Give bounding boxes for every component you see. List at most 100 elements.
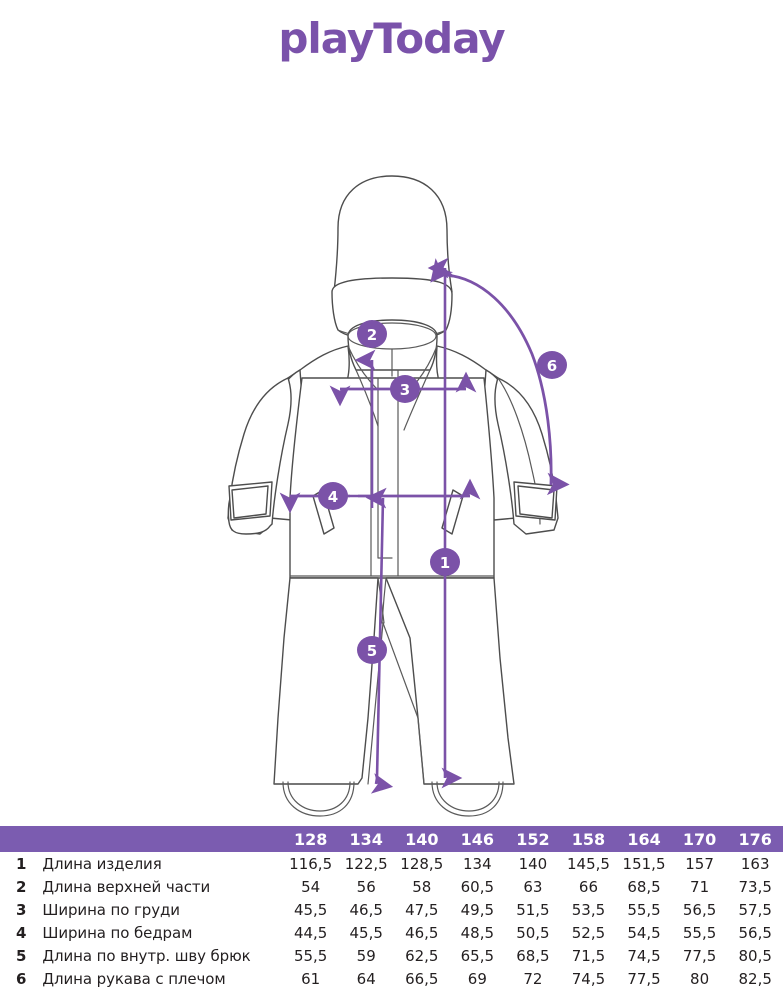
cell-value: 47,5 bbox=[394, 898, 450, 921]
size-chart-table: 128 134 140 146 152 158 164 170 176 1 Дл… bbox=[0, 826, 783, 990]
cell-value: 56,5 bbox=[727, 921, 783, 944]
cell-value: 128,5 bbox=[394, 852, 450, 875]
row-index: 5 bbox=[0, 944, 43, 967]
measure-line-6 bbox=[430, 258, 570, 496]
pants bbox=[273, 577, 515, 785]
table-row: 5 Длина по внутр. шву брюк 55,5 59 62,5 … bbox=[0, 944, 783, 967]
foot-stirrups bbox=[282, 781, 504, 817]
row-index: 3 bbox=[0, 898, 43, 921]
cell-value: 63 bbox=[505, 875, 561, 898]
marker-badge-5: 5 bbox=[357, 636, 387, 664]
cell-value: 71,5 bbox=[560, 944, 617, 967]
cell-value: 51,5 bbox=[505, 898, 561, 921]
cell-value: 122,5 bbox=[338, 852, 394, 875]
marker-badge-1-label: 1 bbox=[440, 554, 450, 572]
cell-value: 57,5 bbox=[727, 898, 783, 921]
cell-value: 55,5 bbox=[282, 944, 339, 967]
row-label: Длина по внутр. шву брюк bbox=[42, 944, 283, 967]
cell-value: 151,5 bbox=[616, 852, 672, 875]
cell-value: 64 bbox=[338, 967, 394, 990]
cell-value: 69 bbox=[449, 967, 506, 990]
row-label: Длина изделия bbox=[42, 852, 283, 875]
header-size-164: 164 bbox=[616, 826, 672, 852]
cell-value: 49,5 bbox=[449, 898, 506, 921]
cell-value: 157 bbox=[671, 852, 728, 875]
header-measurement bbox=[42, 826, 283, 852]
cell-value: 45,5 bbox=[338, 921, 394, 944]
cell-value: 163 bbox=[727, 852, 783, 875]
marker-badge-4-label: 4 bbox=[328, 488, 338, 506]
cell-value: 54 bbox=[282, 875, 339, 898]
header-size-152: 152 bbox=[505, 826, 561, 852]
header-index bbox=[0, 826, 43, 852]
cell-value: 72 bbox=[505, 967, 561, 990]
marker-badge-4: 4 bbox=[318, 482, 348, 510]
cell-value: 52,5 bbox=[560, 921, 617, 944]
cell-value: 65,5 bbox=[449, 944, 506, 967]
right-sleeve bbox=[494, 377, 559, 535]
size-table-header-row: 128 134 140 146 152 158 164 170 176 bbox=[0, 826, 783, 852]
header-size-134: 134 bbox=[338, 826, 394, 852]
cell-value: 116,5 bbox=[282, 852, 339, 875]
measure-line-5 bbox=[365, 487, 394, 794]
table-row: 4 Ширина по бедрам 44,5 45,5 46,5 48,5 5… bbox=[0, 921, 783, 944]
size-table-head: 128 134 140 146 152 158 164 170 176 bbox=[0, 826, 783, 852]
cell-value: 68,5 bbox=[616, 875, 672, 898]
header-size-128: 128 bbox=[282, 826, 339, 852]
hood-shape bbox=[333, 175, 453, 293]
cell-value: 59 bbox=[338, 944, 394, 967]
row-label: Ширина по груди bbox=[42, 898, 283, 921]
row-label: Ширина по бедрам bbox=[42, 921, 283, 944]
cell-value: 62,5 bbox=[394, 944, 450, 967]
cell-value: 145,5 bbox=[560, 852, 617, 875]
cell-value: 74,5 bbox=[560, 967, 617, 990]
row-index: 1 bbox=[0, 852, 43, 875]
cell-value: 61 bbox=[282, 967, 339, 990]
row-label: Длина рукава с плечом bbox=[42, 967, 283, 990]
table-row: 1 Длина изделия 116,5 122,5 128,5 134 14… bbox=[0, 852, 783, 875]
cell-value: 56,5 bbox=[671, 898, 728, 921]
header-size-170: 170 bbox=[671, 826, 728, 852]
cell-value: 66 bbox=[560, 875, 617, 898]
cell-value: 54,5 bbox=[616, 921, 672, 944]
garment-illustration: 2 3 6 4 1 5 bbox=[0, 78, 783, 818]
cell-value: 77,5 bbox=[616, 967, 672, 990]
cell-value: 73,5 bbox=[727, 875, 783, 898]
cell-value: 46,5 bbox=[394, 921, 450, 944]
brand-logo-text: playToday bbox=[278, 14, 505, 63]
cell-value: 45,5 bbox=[282, 898, 339, 921]
marker-badge-6-label: 6 bbox=[547, 357, 557, 375]
row-index: 4 bbox=[0, 921, 43, 944]
marker-badge-3-label: 3 bbox=[400, 381, 410, 399]
cell-value: 134 bbox=[449, 852, 506, 875]
cell-value: 55,5 bbox=[616, 898, 672, 921]
marker-badge-2-label: 2 bbox=[367, 326, 377, 344]
cell-value: 80,5 bbox=[727, 944, 783, 967]
marker-badge-1: 1 bbox=[430, 548, 460, 576]
cell-value: 82,5 bbox=[727, 967, 783, 990]
cell-value: 71 bbox=[671, 875, 728, 898]
cell-value: 60,5 bbox=[449, 875, 506, 898]
marker-badge-6: 6 bbox=[537, 351, 567, 379]
cell-value: 68,5 bbox=[505, 944, 561, 967]
cell-value: 53,5 bbox=[560, 898, 617, 921]
row-label: Длина верхней части bbox=[42, 875, 283, 898]
header-size-158: 158 bbox=[560, 826, 617, 852]
header-size-176: 176 bbox=[727, 826, 783, 852]
cell-value: 74,5 bbox=[616, 944, 672, 967]
cell-value: 140 bbox=[505, 852, 561, 875]
cell-value: 56 bbox=[338, 875, 394, 898]
cell-value: 44,5 bbox=[282, 921, 339, 944]
cell-value: 80 bbox=[671, 967, 728, 990]
left-sleeve bbox=[227, 377, 292, 535]
marker-badge-3: 3 bbox=[390, 375, 420, 403]
marker-badge-2: 2 bbox=[357, 320, 387, 348]
table-row: 2 Длина верхней части 54 56 58 60,5 63 6… bbox=[0, 875, 783, 898]
cell-value: 55,5 bbox=[671, 921, 728, 944]
cell-value: 77,5 bbox=[671, 944, 728, 967]
table-row: 6 Длина рукава с плечом 61 64 66,5 69 72… bbox=[0, 967, 783, 990]
cell-value: 50,5 bbox=[505, 921, 561, 944]
size-table-body: 1 Длина изделия 116,5 122,5 128,5 134 14… bbox=[0, 852, 783, 990]
cell-value: 46,5 bbox=[338, 898, 394, 921]
marker-badge-5-label: 5 bbox=[367, 642, 377, 660]
